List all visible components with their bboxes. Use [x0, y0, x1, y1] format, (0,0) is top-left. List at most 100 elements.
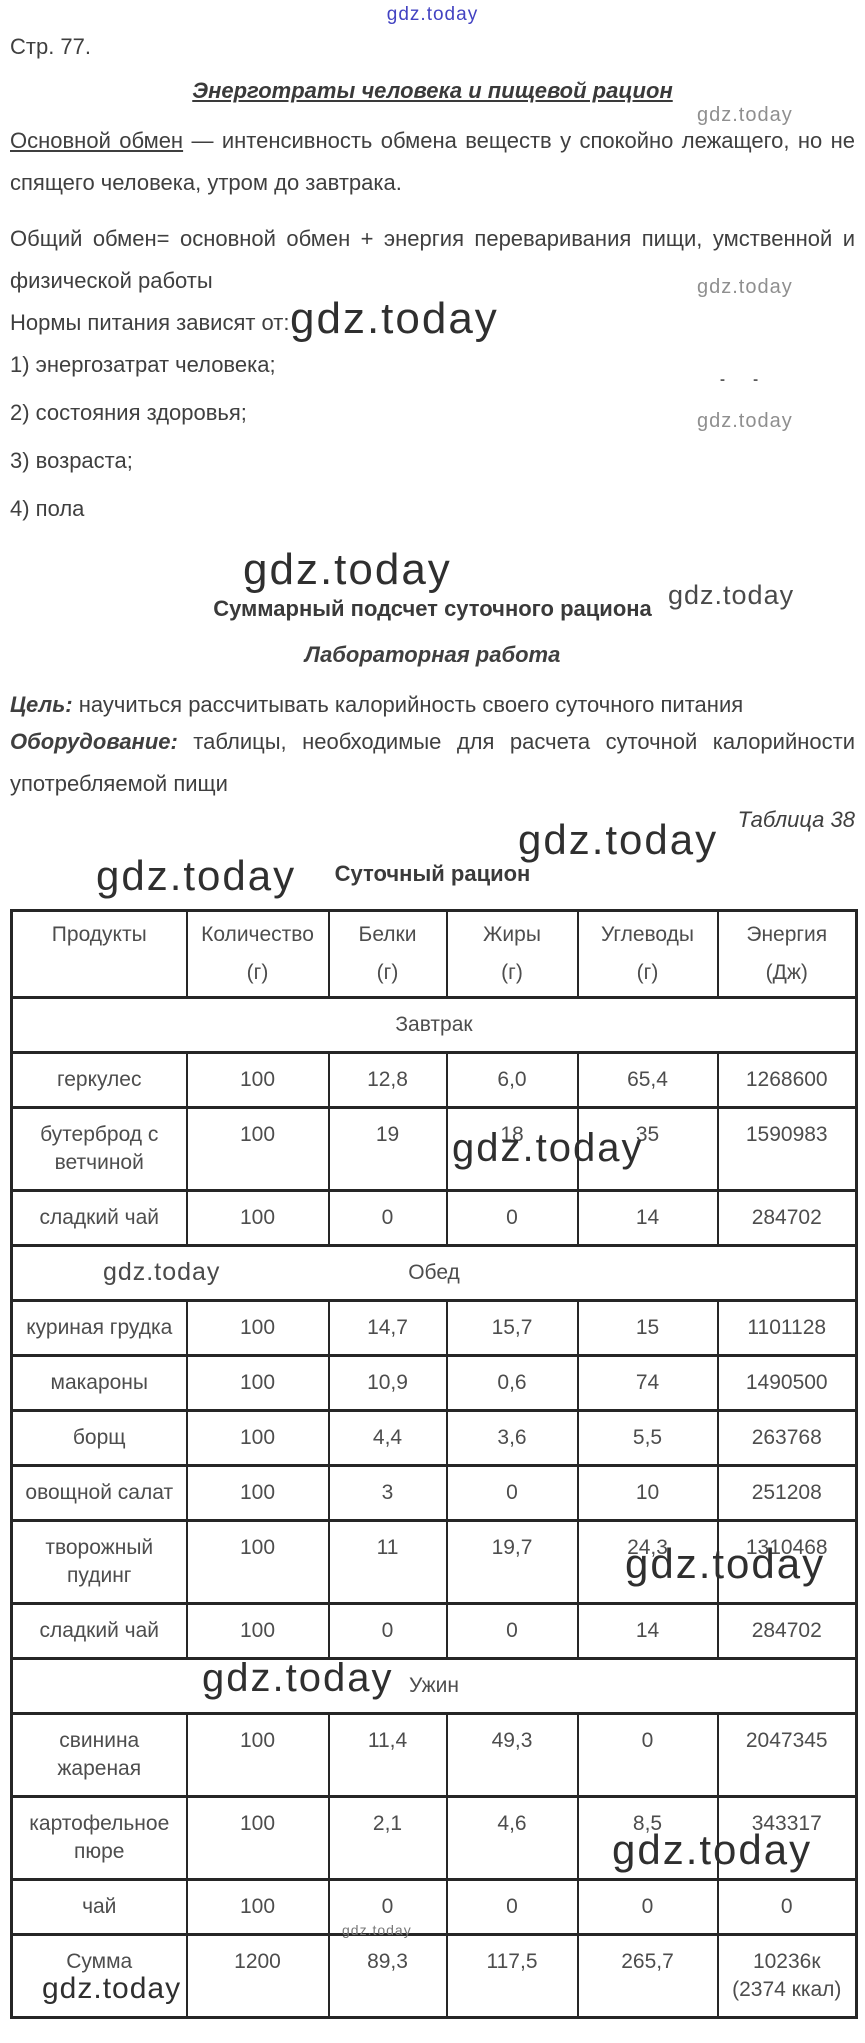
lab-work-subtitle: Лабораторная работа [304, 642, 561, 667]
value-cell: 1310468 [716, 1519, 858, 1605]
value-cell: 100 [185, 1712, 330, 1798]
value-cell: 100 [185, 1464, 330, 1522]
watermark: gdz.today [243, 545, 452, 594]
value-cell: 15,7 [445, 1299, 579, 1357]
equipment-text: таблицы, необходимые для расчета суточно… [10, 729, 855, 796]
table-title: Суточный рацион [334, 861, 531, 886]
column-header-fats: Жиры (г) [445, 909, 579, 999]
list-item: 3) возраста; [10, 448, 133, 473]
value-cell: 251208 [716, 1464, 858, 1522]
value-cell: 14 [576, 1602, 719, 1660]
meal-section-label: Обед [10, 1244, 858, 1302]
product-name-cell: сладкий чай [10, 1602, 188, 1660]
daily-ration-table: Продукты Количество (г) Белки (г) Жиры (… [10, 909, 858, 2019]
table-row: макароны 100 10,9 0,6 74 1490500 [10, 1354, 858, 1412]
value-cell: 0,6 [445, 1354, 579, 1412]
paragraph-nutrition-norms: Нормы питания зависят от: [10, 310, 290, 335]
meal-section-row: Завтрак [10, 996, 858, 1054]
column-header-products: Продукты [10, 909, 188, 999]
value-cell: 1101128 [716, 1299, 858, 1357]
table-header-row: Продукты Количество (г) Белки (г) Жиры (… [10, 909, 858, 999]
column-header-unit: (Дж) [765, 961, 808, 984]
value-cell: 1268600 [716, 1051, 858, 1109]
value-cell: 49,3 [445, 1712, 579, 1798]
column-header-proteins: Белки (г) [327, 909, 448, 999]
meal-section-label: Завтрак [10, 996, 858, 1054]
product-name-cell: бутерброд с ветчиной [10, 1106, 188, 1192]
product-name-cell: куриная грудка [10, 1299, 188, 1357]
table-row: геркулес 100 12,8 6,0 65,4 1268600 [10, 1051, 858, 1109]
table-row: сладкий чай 100 0 0 14 284702 [10, 1602, 858, 1660]
column-header-unit: (г) [501, 961, 523, 984]
value-cell: 343317 [716, 1795, 858, 1881]
paragraph-basic-metabolism: Основной обмен — интенсивность обмена ве… [10, 120, 855, 204]
value-cell: 10236к (2374 ккал) [716, 1933, 858, 2019]
product-name-cell: Сумма [10, 1933, 188, 2019]
value-cell: 1590983 [716, 1106, 858, 1192]
value-cell: 19,7 [445, 1519, 579, 1605]
value-cell: 8,5 [576, 1795, 719, 1881]
table-row: куриная грудка 100 14,7 15,7 15 1101128 [10, 1299, 858, 1357]
list-item: 2) состояния здоровья; [10, 400, 247, 425]
product-name-cell: борщ [10, 1409, 188, 1467]
value-cell: 100 [185, 1051, 330, 1109]
page-number-label: Стр. 77. [10, 34, 92, 59]
value-cell: 15 [576, 1299, 719, 1357]
meal-section-row: Обед [10, 1244, 858, 1302]
value-cell: 10 [576, 1464, 719, 1522]
product-name-cell: геркулес [10, 1051, 188, 1109]
value-cell: 10,9 [327, 1354, 448, 1412]
table-row: картофельное пюре 100 2,1 4,6 8,5 343317 [10, 1795, 858, 1881]
product-name-cell: творожный пудинг [10, 1519, 188, 1605]
column-header-label: Жиры [483, 923, 541, 946]
value-cell: 12,8 [327, 1051, 448, 1109]
value-cell: 100 [185, 1299, 330, 1357]
column-header-carbs: Углеводы (г) [576, 909, 719, 999]
value-cell: 100 [185, 1106, 330, 1192]
value-cell: 3,6 [445, 1409, 579, 1467]
value-cell: 265,7 [576, 1933, 719, 2019]
value-cell: 100 [185, 1878, 330, 1936]
value-cell: 11,4 [327, 1712, 448, 1798]
table-body: Завтрак геркулес 100 12,8 6,0 65,4 1268600 буте… [10, 996, 858, 2019]
product-name-cell: чай [10, 1878, 188, 1936]
value-cell: 100 [185, 1354, 330, 1412]
value-cell: 0 [327, 1878, 448, 1936]
value-cell: 0 [576, 1712, 719, 1798]
value-cell: 100 [185, 1519, 330, 1605]
value-cell: 0 [716, 1878, 858, 1936]
product-name-cell: картофельное пюре [10, 1795, 188, 1881]
goal-line: Цель: научиться рассчитывать калорийност… [10, 692, 855, 718]
table-row: свинина жареная 100 11,4 49,3 0 2047345 [10, 1712, 858, 1798]
value-cell: 4,6 [445, 1795, 579, 1881]
table-row: бутерброд с ветчиной 100 19 18 35 1590983 [10, 1106, 858, 1192]
product-name-cell: макароны [10, 1354, 188, 1412]
value-cell: 0 [576, 1878, 719, 1936]
value-cell: 0 [327, 1602, 448, 1660]
value-cell: 100 [185, 1189, 330, 1247]
column-header-label: Белки [358, 923, 417, 946]
value-cell: 0 [445, 1189, 579, 1247]
value-cell: 0 [445, 1464, 579, 1522]
total-row: Сумма 1200 89,3 117,5 265,7 10236к (2374 ккал… [10, 1933, 858, 2019]
value-cell: 284702 [716, 1189, 858, 1247]
value-cell: 14,7 [327, 1299, 448, 1357]
equipment-label: Оборудование: [10, 729, 178, 754]
value-cell: 1200 [185, 1933, 330, 2019]
value-cell: 24,3 [576, 1519, 719, 1605]
value-cell: 6,0 [445, 1051, 579, 1109]
document-title: Энерготраты человека и пищевой рацион [192, 78, 673, 103]
column-header-unit: (г) [246, 961, 269, 984]
value-cell: 100 [185, 1602, 330, 1660]
column-header-unit: (г) [636, 961, 659, 984]
table-row: творожный пудинг 100 11 19,7 24,3 1310468 [10, 1519, 858, 1605]
paragraph-total-metabolism: Общий обмен= основной обмен + энергия пе… [10, 226, 855, 293]
column-header-unit: (г) [376, 961, 399, 984]
equipment-line: Оборудование: таблицы, необходимые для р… [10, 721, 855, 805]
value-cell: 0 [445, 1602, 579, 1660]
column-header-label: Углеводы [600, 923, 694, 946]
column-header-label: Продукты [51, 923, 147, 946]
product-name-cell: сладкий чай [10, 1189, 188, 1247]
value-cell: 89,3 [327, 1933, 448, 2019]
